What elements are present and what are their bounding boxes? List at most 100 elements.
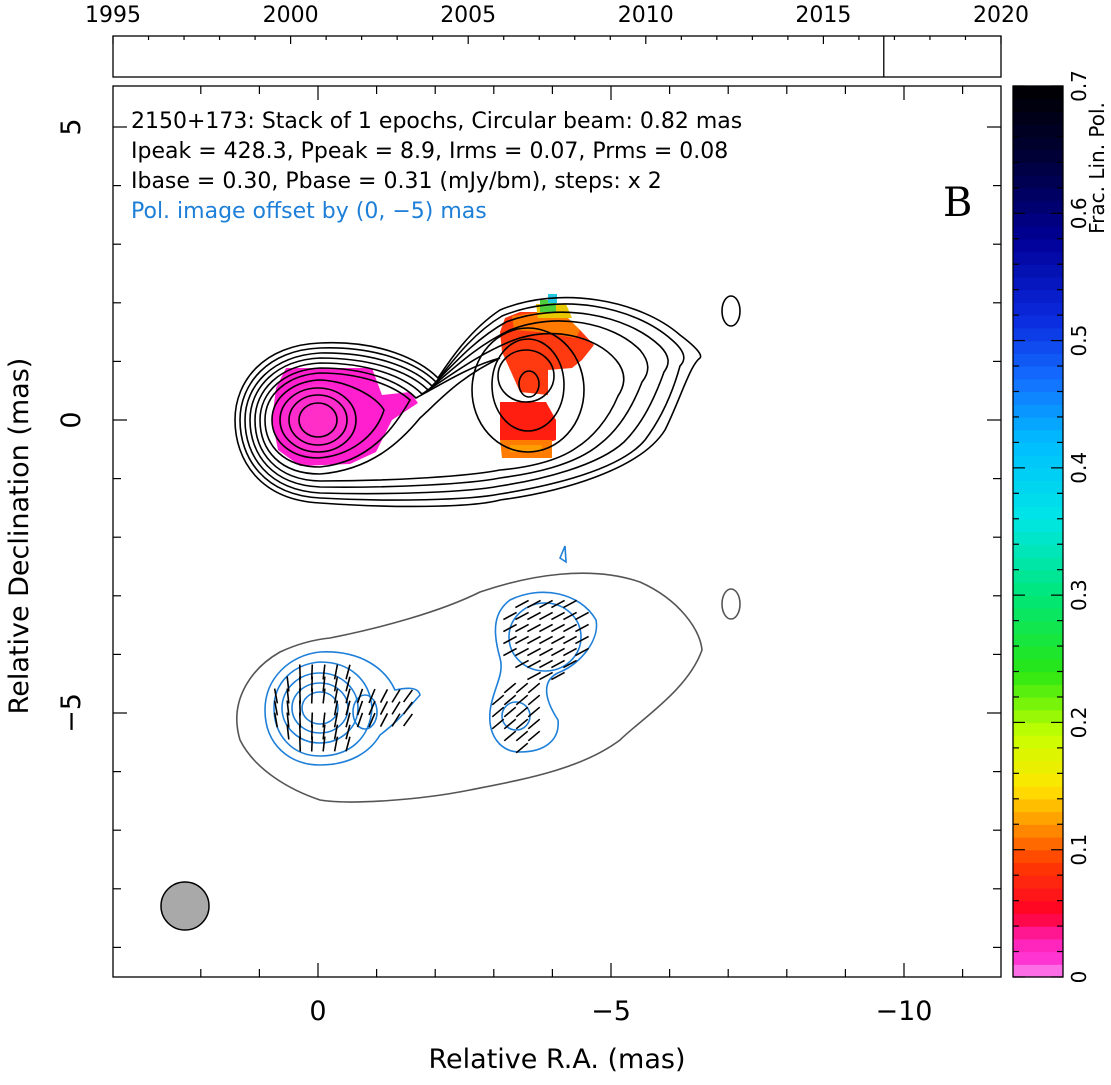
evpa-tick	[539, 659, 553, 669]
y-tick-label: −5	[56, 693, 87, 733]
evpa-tick	[273, 688, 279, 704]
colorbar-cell	[1013, 938, 1063, 953]
evpa-tick	[333, 700, 339, 716]
evpa-tick	[563, 623, 577, 633]
evpa-tick	[503, 623, 517, 633]
timeline-frame	[112, 35, 1002, 78]
colorbar-ticks	[1013, 85, 1063, 978]
colorbar-cell	[1013, 506, 1063, 520]
evpa-tick	[503, 718, 517, 730]
x-tick-label: 0	[309, 996, 326, 1027]
colorbar-cell	[1013, 289, 1063, 303]
colorbar-cell	[1013, 467, 1063, 482]
colorbar-cell	[1013, 735, 1063, 749]
colorbar-cell	[1013, 378, 1063, 393]
colorbar-tick-label: 0.6	[1067, 197, 1091, 229]
timeline-year-label: 1995	[85, 3, 141, 28]
evpa-tick	[273, 712, 279, 728]
evpa-tick	[333, 664, 339, 680]
evpa-tick	[345, 724, 351, 740]
panel-letter: B	[943, 180, 972, 226]
colorbar-cell	[1013, 671, 1063, 685]
evpa-tick	[273, 700, 279, 716]
colorbar-tick-label: 0.3	[1067, 579, 1091, 611]
evpa-tick	[551, 611, 565, 621]
colorbar-cell	[1013, 366, 1063, 380]
y-axis-label: Relative Declination (mas)	[4, 358, 35, 715]
colorbar-cell	[1013, 213, 1063, 227]
evpa-tick	[345, 712, 351, 728]
evpa-tick	[539, 611, 553, 621]
evpa-tick	[322, 724, 326, 740]
evpa-tick	[515, 623, 529, 633]
colorbar-cell	[1013, 455, 1063, 469]
evpa-tick	[575, 623, 589, 633]
colorbar-cell	[1013, 582, 1063, 596]
colorbar-cell	[1013, 200, 1063, 214]
colorbar-cell	[1013, 824, 1063, 838]
colorbar-cell	[1013, 175, 1063, 189]
evpa-tick	[539, 599, 553, 609]
evpa-tick	[515, 659, 529, 669]
evpa-tick	[503, 730, 517, 742]
y-tick-labels: 5 0 −5	[56, 118, 87, 733]
colorbar-cell	[1013, 353, 1063, 367]
evpa-tick	[527, 635, 541, 645]
frac-pol-knot-image	[500, 294, 594, 458]
colorbar-tick-label: 0.2	[1067, 707, 1091, 739]
colorbar-cell	[1013, 786, 1063, 800]
evpa-tick	[527, 706, 541, 718]
y-tick-label: 0	[56, 411, 87, 428]
evpa-tick	[322, 736, 326, 752]
evpa-tick	[322, 676, 326, 692]
x-tick-label: −5	[591, 996, 631, 1027]
colorbar-cell	[1013, 124, 1063, 138]
evpa-tick	[551, 647, 565, 657]
colorbar-cell	[1013, 187, 1063, 202]
evpa-tick	[286, 676, 290, 692]
offset-note: Pol. image offset by (0, −5) mas	[131, 199, 487, 224]
evpa-tick	[333, 676, 339, 692]
timeline-year-label: 2020	[973, 3, 1029, 28]
annotation-line-1: 2150+173: Stack of 1 epochs, Circular be…	[131, 109, 742, 134]
evpa-tick	[322, 688, 326, 704]
evpa-tick	[575, 635, 589, 645]
evpa-tick	[333, 736, 339, 752]
pol-blue-contours	[264, 545, 598, 766]
colorbar-cell	[1013, 798, 1063, 813]
evpa-tick	[356, 688, 364, 704]
evpa-tick	[539, 623, 553, 633]
evpa-tick	[563, 647, 577, 657]
evpa-tick	[345, 664, 351, 680]
evpa-tick	[551, 623, 565, 633]
evpa-tick	[527, 647, 541, 657]
evpa-tick	[539, 635, 553, 645]
colorbar-cell	[1013, 149, 1063, 163]
colorbar-cell	[1013, 849, 1063, 864]
annotation-line-3: Ibase = 0.30, Pbase = 0.31 (mJy/bm), ste…	[131, 169, 662, 194]
evpa-tick	[333, 724, 339, 740]
annotation-line-2: Ipeak = 428.3, Ppeak = 8.9, Irms = 0.07,…	[131, 139, 728, 164]
evpa-tick	[527, 599, 541, 609]
evpa-tick	[527, 659, 541, 669]
evpa-tick	[286, 712, 290, 728]
colorbar-cell	[1013, 862, 1063, 876]
colorbar-tick-label: 0.5	[1067, 325, 1091, 357]
evpa-tick	[333, 712, 339, 728]
colorbar-cell	[1013, 98, 1063, 113]
evpa-tick	[368, 700, 376, 716]
colorbar-cell	[1013, 760, 1063, 774]
evpa-tick	[575, 647, 589, 657]
colorbar-cell	[1013, 620, 1063, 634]
evpa-tick	[563, 599, 577, 609]
pol-outer-contour	[236, 572, 741, 803]
evpa-tick	[391, 701, 401, 715]
colorbar-cell	[1013, 722, 1063, 736]
evpa-tick	[333, 688, 339, 704]
colorbar-cell	[1013, 416, 1063, 431]
evpa-tick	[551, 635, 565, 645]
evpa-tick	[286, 700, 290, 716]
evpa-tick	[551, 599, 565, 609]
restoring-beam	[160, 881, 210, 931]
colorbar-cell	[1013, 684, 1063, 698]
